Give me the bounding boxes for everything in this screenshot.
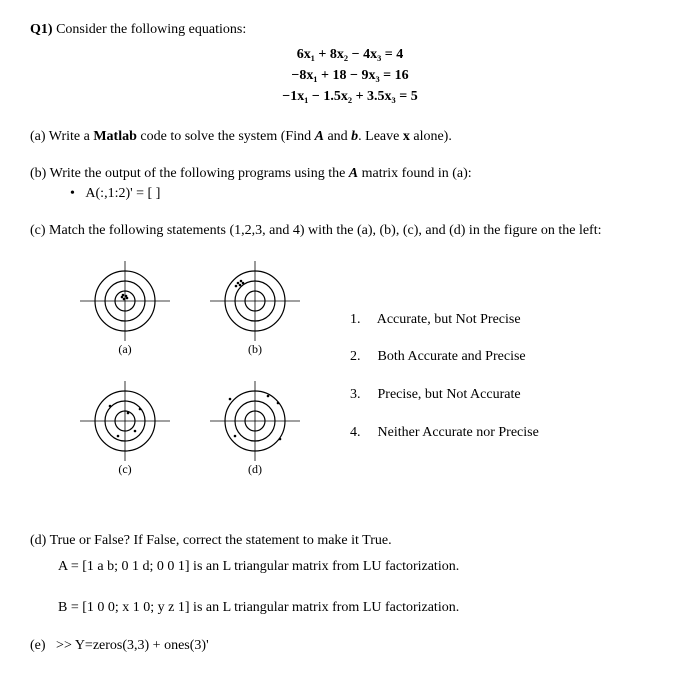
target-c-label: (c): [118, 462, 131, 476]
stmt-2: 2. Both Accurate and Precise: [350, 347, 539, 367]
stmt-3-num: 3.: [350, 385, 374, 405]
target-b-label: (b): [248, 342, 262, 356]
stmt-1: 1. Accurate, but Not Precise: [350, 310, 539, 330]
part-b: (b) Write the output of the following pr…: [30, 164, 670, 203]
target-c: (c): [70, 381, 180, 491]
part-d: (d) True or False? If False, correct the…: [30, 531, 670, 618]
stmt-2-text: Both Accurate and Precise: [378, 349, 526, 364]
part-c-figure-row: (a) (b): [30, 261, 670, 491]
target-a-label: (a): [118, 342, 131, 356]
part-d-stmt2: B = [1 0 0; x 1 0; y z 1] is an L triang…: [58, 598, 670, 618]
q-intro: Consider the following equations:: [56, 22, 246, 37]
part-a-pre: Write a: [49, 129, 94, 144]
part-a-end: alone).: [410, 129, 452, 144]
target-d: (d): [200, 381, 310, 491]
part-a-A: A: [315, 129, 324, 144]
stmt-2-num: 2.: [350, 347, 374, 367]
question-header: Q1) Consider the following equations:: [30, 20, 670, 40]
part-b-text2: matrix found in (a):: [358, 166, 472, 181]
eq-line2: −8x₁ + 18 − 9x₃ = 16: [30, 65, 670, 86]
part-e: (e) >> Y=zeros(3,3) + ones(3)': [30, 636, 670, 656]
equation-block: 6x₁ + 8x₂ − 4x₃ = 4 −8x₁ + 18 − 9x₃ = 16…: [30, 44, 670, 107]
statement-list: 1. Accurate, but Not Precise 2. Both Acc…: [350, 292, 539, 460]
part-a-label: (a): [30, 129, 46, 144]
part-b-text: Write the output of the following progra…: [50, 166, 349, 181]
part-a-x: x: [403, 129, 410, 144]
stmt-1-text: Accurate, but Not Precise: [377, 312, 521, 327]
stmt-1-num: 1.: [350, 310, 374, 330]
stmt-4-text: Neither Accurate nor Precise: [378, 425, 539, 440]
part-b-code: A(:,1:2)' = [ ]: [85, 186, 160, 201]
part-a-mid: code to solve the system (Find: [137, 129, 315, 144]
part-a: (a) Write a Matlab code to solve the sys…: [30, 127, 670, 147]
target-d-label: (d): [248, 462, 262, 476]
targets-grid: (a) (b): [70, 261, 310, 491]
eq-line3: −1x₁ − 1.5x₂ + 3.5x₃ = 5: [30, 86, 670, 107]
part-a-bold: Matlab: [93, 129, 137, 144]
stmt-4: 4. Neither Accurate nor Precise: [350, 423, 539, 443]
part-d-text: True or False? If False, correct the sta…: [50, 533, 392, 548]
target-a: (a): [70, 261, 180, 371]
part-c-label: (c): [30, 223, 46, 238]
part-b-bullet: • A(:,1:2)' = [ ]: [70, 184, 670, 204]
part-b-label: (b): [30, 166, 46, 181]
part-e-label: (e): [30, 638, 46, 653]
part-a-post: . Leave: [358, 129, 403, 144]
stmt-4-num: 4.: [350, 423, 374, 443]
part-a-mid2: and: [324, 129, 351, 144]
stmt-3-text: Precise, but Not Accurate: [378, 387, 521, 402]
target-b: (b): [200, 261, 310, 371]
part-e-text: >> Y=zeros(3,3) + ones(3)': [56, 638, 209, 653]
stmt-3: 3. Precise, but Not Accurate: [350, 385, 539, 405]
part-b-A: A: [349, 166, 358, 181]
eq-line1: 6x₁ + 8x₂ − 4x₃ = 4: [30, 44, 670, 65]
part-c-text: Match the following statements (1,2,3, a…: [49, 223, 601, 238]
part-c: (c) Match the following statements (1,2,…: [30, 221, 670, 491]
part-d-label: (d): [30, 533, 46, 548]
q-label: Q1): [30, 22, 53, 37]
part-d-stmt1: A = [1 a b; 0 1 d; 0 0 1] is an L triang…: [58, 557, 670, 577]
